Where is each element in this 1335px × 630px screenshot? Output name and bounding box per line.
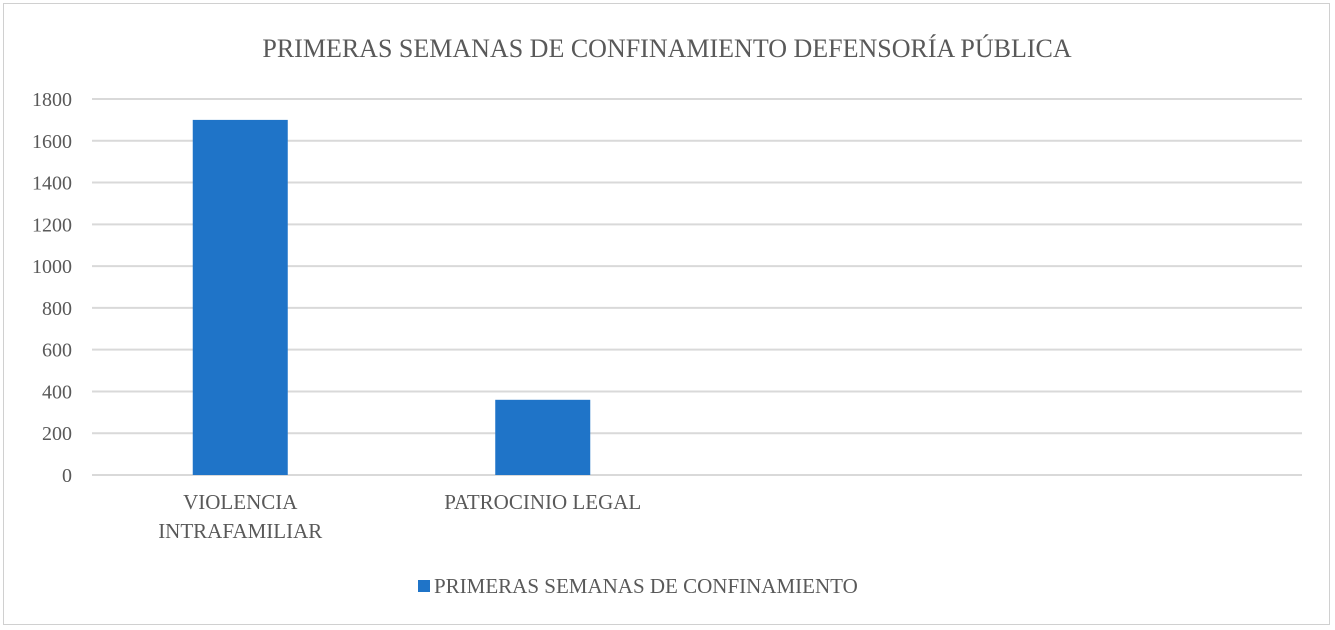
bar (192, 119, 288, 475)
x-category-label: VIOLENCIA (183, 490, 298, 514)
legend: PRIMERAS SEMANAS DE CONFINAMIENTO (418, 574, 858, 598)
bar-chart: PRIMERAS SEMANAS DE CONFINAMIENTO DEFENS… (32, 34, 1302, 598)
y-tick-label: 600 (42, 340, 72, 362)
y-tick-label: 1400 (32, 173, 72, 195)
y-tick-label: 200 (42, 423, 72, 445)
y-tick-label: 1000 (32, 256, 72, 278)
gridlines (92, 98, 1302, 476)
y-tick-label: 1200 (32, 214, 72, 236)
bars (192, 119, 591, 475)
x-axis-categories: VIOLENCIA INTRAFAMILIAR PATROCINIO LEGAL (158, 490, 641, 543)
y-tick-label: 1600 (32, 131, 72, 153)
x-category-label: PATROCINIO LEGAL (444, 490, 641, 514)
y-tick-label: 800 (42, 298, 72, 320)
y-tick-label: 400 (42, 381, 72, 403)
chart-title: PRIMERAS SEMANAS DE CONFINAMIENTO DEFENS… (262, 34, 1071, 63)
legend-swatch (418, 580, 430, 592)
legend-label: PRIMERAS SEMANAS DE CONFINAMIENTO (434, 574, 858, 598)
bar (495, 399, 591, 475)
y-tick-label: 0 (62, 465, 72, 487)
chart-frame: PRIMERAS SEMANAS DE CONFINAMIENTO DEFENS… (3, 3, 1330, 625)
y-axis-ticks: 0 200 400 600 800 1000 1200 1400 1600 1800 (32, 89, 72, 487)
x-category-label: INTRAFAMILIAR (158, 519, 322, 543)
y-tick-label: 1800 (32, 89, 72, 111)
